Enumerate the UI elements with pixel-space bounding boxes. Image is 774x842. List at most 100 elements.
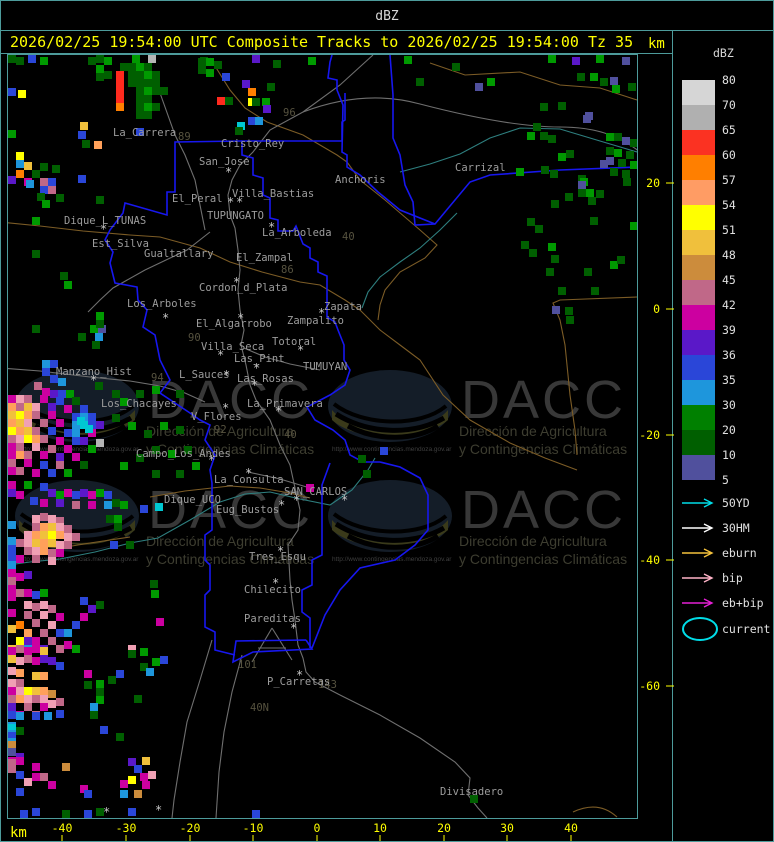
radar-cell <box>48 427 56 435</box>
radar-cell <box>72 413 80 421</box>
radar-cell <box>252 98 260 106</box>
map-blue-line <box>231 639 314 664</box>
radar-cell <box>40 539 48 547</box>
radar-cell <box>588 197 596 205</box>
watermark-title: DACC <box>461 370 626 430</box>
radar-cell <box>64 541 72 549</box>
radar-cell <box>548 55 556 63</box>
radar-cell <box>50 375 58 383</box>
radar-cell <box>8 625 16 633</box>
radar-cell <box>56 531 64 539</box>
scale-value-label: 80 <box>722 73 736 87</box>
scale-color-block <box>682 405 715 430</box>
legend-arrowhead-icon <box>703 598 714 608</box>
radar-cell <box>40 419 48 427</box>
radar-cell <box>80 122 88 130</box>
y-axis-unit: km <box>648 36 665 52</box>
radar-cell <box>8 765 16 773</box>
place-label: El_Peral <box>172 193 223 205</box>
page-title: dBZ <box>375 9 399 24</box>
radar-cell <box>56 437 64 445</box>
watermark-subtitle: Dirección de Agricultura <box>459 423 607 439</box>
radar-cell <box>16 411 24 419</box>
radar-cell <box>136 454 144 462</box>
radar-cell <box>126 541 134 549</box>
radar-cell <box>48 489 56 497</box>
radar-cell <box>565 307 573 315</box>
radar-cell <box>630 222 637 230</box>
x-axis-tick-label: -40 <box>52 821 73 835</box>
radar-cell <box>222 73 230 81</box>
y-axis-tick-label: 0 <box>653 302 660 316</box>
watermark-title: DACC <box>461 480 626 540</box>
town-marker: * <box>237 311 244 325</box>
radar-cell <box>516 168 524 176</box>
radar-cell <box>40 178 48 186</box>
radar-cell <box>24 547 32 555</box>
radar-cell <box>16 152 24 160</box>
town-marker: * <box>227 195 234 209</box>
radar-cell <box>155 503 163 511</box>
radar-cell <box>16 491 24 499</box>
radar-cell <box>66 390 74 398</box>
place-label: Pareditas <box>244 613 301 625</box>
radar-cell <box>120 780 128 788</box>
scale-value-label: 48 <box>722 248 736 262</box>
scale-value-label: 57 <box>722 173 736 187</box>
x-axis-tick-label: 40 <box>564 821 578 835</box>
radar-cell <box>48 637 56 645</box>
radar-cell <box>551 255 559 263</box>
radar-cell <box>96 320 104 328</box>
radar-cell <box>32 645 40 653</box>
radar-cell <box>148 55 156 63</box>
radar-cell <box>40 451 48 459</box>
radar-cell <box>24 655 32 663</box>
radar-cell <box>140 648 148 656</box>
radar-cell <box>18 90 26 98</box>
road-label-layer: 89 96 40 86 90 94 92 40 101 143 40N <box>151 107 355 714</box>
radar-cell <box>144 111 152 119</box>
radar-cell <box>150 580 158 588</box>
dacc-logo-blade <box>334 411 446 433</box>
radar-cell <box>198 66 206 74</box>
radar-cell <box>617 256 625 264</box>
watermark-url: http://www.contingencias.mendoza.gov.ar <box>19 556 139 563</box>
map-tan-line <box>572 806 618 818</box>
radar-cell <box>8 577 16 585</box>
radar-cell <box>248 88 256 96</box>
radar-cell <box>58 390 66 398</box>
radar-cell <box>363 470 371 478</box>
radar-cell <box>40 523 48 531</box>
town-marker: * <box>290 621 297 635</box>
radar-cell <box>40 435 48 443</box>
map-tan-line <box>552 296 637 456</box>
radar-cell <box>84 790 92 798</box>
radar-cell <box>120 790 128 798</box>
radar-cell <box>8 593 16 601</box>
radar-cell <box>136 71 144 79</box>
place-label: La_Arboleda <box>262 227 332 239</box>
radar-cell <box>48 411 56 419</box>
radar-cell <box>596 55 604 63</box>
watermark-subtitle: y Contingencias Climáticas <box>146 551 314 567</box>
radar-cell <box>610 77 618 85</box>
map-lines-layer <box>8 55 637 818</box>
place-label: Anchoris <box>335 174 386 186</box>
x-axis-tick-label: -30 <box>116 821 137 835</box>
town-marker: * <box>223 368 230 382</box>
radar-cell <box>160 87 168 95</box>
radar-cell <box>92 341 100 349</box>
radar-cell <box>116 103 124 111</box>
town-marker: * <box>225 165 232 179</box>
radar-cell <box>32 443 40 451</box>
place-label: Dique_L_TUNAS <box>64 215 146 227</box>
scale-title: dBZ <box>713 46 734 60</box>
scale-value-label: 65 <box>722 123 736 137</box>
radar-cell <box>84 681 92 689</box>
radar-cell <box>8 741 16 749</box>
radar-cell <box>40 647 48 655</box>
radar-cell <box>32 523 40 531</box>
radar-cell <box>96 312 104 320</box>
radar-cell <box>606 157 614 165</box>
